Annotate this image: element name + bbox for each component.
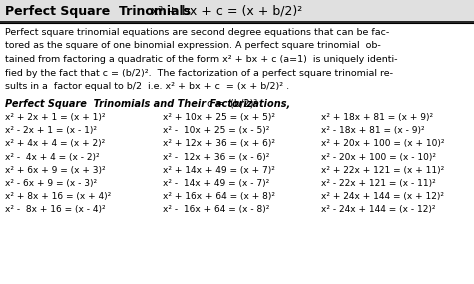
Text: x² + 8x + 16 = (x + 4)²: x² + 8x + 16 = (x + 4)²	[5, 192, 111, 201]
Text: Perfect Square  Trinomials and Their Factorizations,: Perfect Square Trinomials and Their Fact…	[5, 99, 290, 109]
Text: x² + 22x + 121 = (x + 11)²: x² + 22x + 121 = (x + 11)²	[321, 166, 444, 175]
Text: x² - 6x + 9 = (x - 3)²: x² - 6x + 9 = (x - 3)²	[5, 179, 97, 188]
Text: x² - 24x + 144 = (x - 12)²: x² - 24x + 144 = (x - 12)²	[321, 205, 436, 214]
Text: x² -  14x + 49 = (x - 7)²: x² - 14x + 49 = (x - 7)²	[163, 179, 269, 188]
Text: x² + 12x + 36 = (x + 6)²: x² + 12x + 36 = (x + 6)²	[163, 139, 275, 149]
Text: x² + 20x + 100 = (x + 10)²: x² + 20x + 100 = (x + 10)²	[321, 139, 445, 149]
Bar	[0, 0, 474, 22]
Text: x² - 2x + 1 = (x - 1)²: x² - 2x + 1 = (x - 1)²	[5, 126, 97, 135]
Text: x² -  16x + 64 = (x - 8)²: x² - 16x + 64 = (x - 8)²	[163, 205, 269, 214]
Text: x² + bx + c = (x + b/2)²: x² + bx + c = (x + b/2)²	[147, 5, 302, 18]
Text: x² + 16x + 64 = (x + 8)²: x² + 16x + 64 = (x + 8)²	[163, 192, 275, 201]
Text: tained from factoring a quadratic of the form x² + bx + c (a=1)  is uniquely ide: tained from factoring a quadratic of the…	[5, 55, 398, 64]
Text: x² -  10x + 25 = (x - 5)²: x² - 10x + 25 = (x - 5)²	[163, 126, 269, 135]
Text: x² -  8x + 16 = (x - 4)²: x² - 8x + 16 = (x - 4)²	[5, 205, 106, 214]
Text: x² + 14x + 49 = (x + 7)²: x² + 14x + 49 = (x + 7)²	[163, 166, 275, 175]
Text: x² + 18x + 81 = (x + 9)²: x² + 18x + 81 = (x + 9)²	[321, 113, 433, 122]
Text: sults in a  factor equal to b/2  i.e. x² + bx + c  = (x + b/2)² .: sults in a factor equal to b/2 i.e. x² +…	[5, 82, 289, 91]
Text: x² - 22x + 121 = (x - 11)²: x² - 22x + 121 = (x - 11)²	[321, 179, 436, 188]
Text: x² -  12x + 36 = (x - 6)²: x² - 12x + 36 = (x - 6)²	[163, 153, 269, 162]
Text: x² + 24x + 144 = (x + 12)²: x² + 24x + 144 = (x + 12)²	[321, 192, 444, 201]
Text: fied by the fact that c = (b/2)².  The factorization of a perfect square trinomi: fied by the fact that c = (b/2)². The fa…	[5, 68, 393, 78]
Text: Perfect Square  Trinomials: Perfect Square Trinomials	[5, 5, 191, 18]
Text: tored as the square of one binomial expression. A perfect square trinomial  ob-: tored as the square of one binomial expr…	[5, 41, 381, 51]
Text: x² + 10x + 25 = (x + 5)²: x² + 10x + 25 = (x + 5)²	[163, 113, 275, 122]
Text: x² + 2x + 1 = (x + 1)²: x² + 2x + 1 = (x + 1)²	[5, 113, 106, 122]
Text: x² -  4x + 4 = (x - 2)²: x² - 4x + 4 = (x - 2)²	[5, 153, 100, 162]
Text: x² - 20x + 100 = (x - 10)²: x² - 20x + 100 = (x - 10)²	[321, 153, 436, 162]
Text: x² - 18x + 81 = (x - 9)²: x² - 18x + 81 = (x - 9)²	[321, 126, 425, 135]
Text: x² + 4x + 4 = (x + 2)²: x² + 4x + 4 = (x + 2)²	[5, 139, 105, 149]
Text: Perfect square trinomial equations are second degree equations that can be fac-: Perfect square trinomial equations are s…	[5, 28, 389, 37]
Text: x² + 6x + 9 = (x + 3)²: x² + 6x + 9 = (x + 3)²	[5, 166, 106, 175]
Text: c =  (b/2)²: c = (b/2)²	[204, 99, 257, 109]
